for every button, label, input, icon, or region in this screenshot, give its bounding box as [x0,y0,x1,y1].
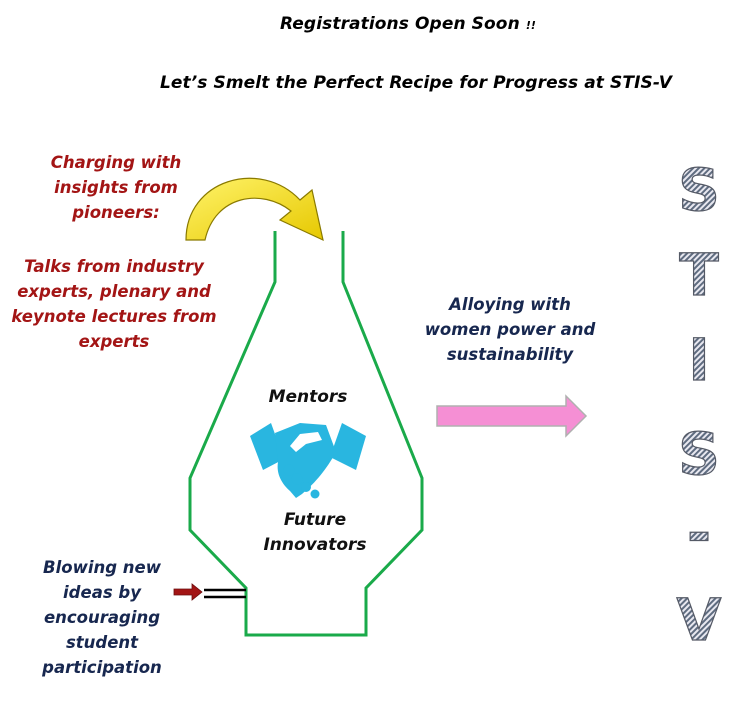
stis-letter-2: T [679,241,719,309]
tuyere-pipe [204,588,246,599]
curved-arrow-icon [185,177,324,242]
small-right-arrow-icon [173,583,203,601]
furnace-left-wall [188,231,424,637]
charging-text: Charging with insights from pioneers: [50,153,182,222]
stis-letter-3: I [688,326,710,394]
stis-v-title: S T I S - V [676,155,722,654]
registrations-text: Registrations Open Soon [279,14,520,34]
registrations-suffix: !! [525,19,537,32]
stis-letter-5: - [687,499,711,567]
future-innovators-label: Future Innovators [263,510,367,555]
stis-letter-6: V [677,586,722,654]
furnace-outline [188,231,424,637]
header-registrations: Registrations Open Soon !! [30,14,756,34]
talks-text: Talks from industry experts, plenary and… [11,257,217,351]
header-tagline: Let’s Smelt the Perfect Recipe for Progr… [159,73,673,93]
stis-letter-4: S [678,420,720,488]
blowing-text: Blowing new ideas by encouraging student… [42,558,162,677]
alloying-text: Alloying with women power and sustainabi… [424,295,596,364]
right-arrow-icon [436,394,588,438]
stis-letter-1: S [678,156,720,224]
handshake-icon [250,423,366,499]
mentors-label: Mentors [268,387,348,407]
